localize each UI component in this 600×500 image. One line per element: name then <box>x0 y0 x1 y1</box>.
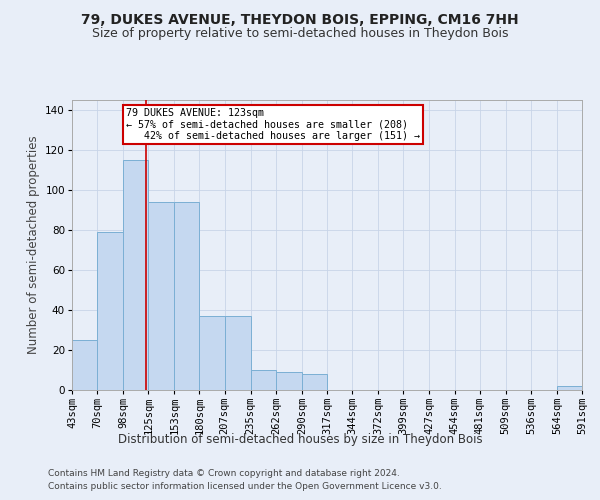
Text: 79, DUKES AVENUE, THEYDON BOIS, EPPING, CM16 7HH: 79, DUKES AVENUE, THEYDON BOIS, EPPING, … <box>81 12 519 26</box>
Bar <box>72 340 97 390</box>
Bar <box>148 202 175 390</box>
Y-axis label: Number of semi-detached properties: Number of semi-detached properties <box>27 136 40 354</box>
Bar <box>224 316 251 390</box>
Text: Size of property relative to semi-detached houses in Theydon Bois: Size of property relative to semi-detach… <box>92 28 508 40</box>
Text: 79 DUKES AVENUE: 123sqm
← 57% of semi-detached houses are smaller (208)
   42% o: 79 DUKES AVENUE: 123sqm ← 57% of semi-de… <box>126 108 420 141</box>
Bar <box>276 372 302 390</box>
Bar <box>251 370 276 390</box>
Bar <box>199 316 224 390</box>
Bar <box>175 202 199 390</box>
Text: Contains HM Land Registry data © Crown copyright and database right 2024.: Contains HM Land Registry data © Crown c… <box>48 468 400 477</box>
Text: Contains public sector information licensed under the Open Government Licence v3: Contains public sector information licen… <box>48 482 442 491</box>
Bar <box>123 160 148 390</box>
Text: Distribution of semi-detached houses by size in Theydon Bois: Distribution of semi-detached houses by … <box>118 432 482 446</box>
Bar <box>557 386 582 390</box>
Bar <box>302 374 327 390</box>
Bar <box>97 232 123 390</box>
